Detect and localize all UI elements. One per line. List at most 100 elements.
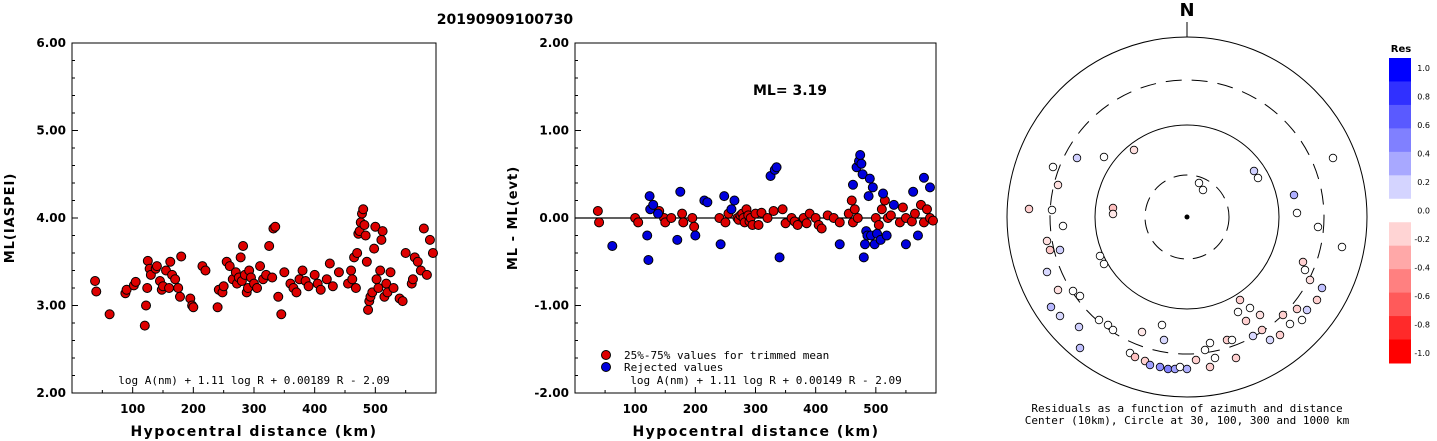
polar-station-marker <box>1145 360 1155 370</box>
legend-trimmed-label: 25%-75% values for trimmed mean <box>624 349 829 362</box>
polar-station-marker <box>1194 178 1204 188</box>
polar-station-marker <box>1068 286 1078 296</box>
left-x-tick-label: 100 <box>120 402 145 416</box>
left-data-point <box>309 269 320 280</box>
left-data-point <box>371 274 382 285</box>
left-data-point <box>427 248 438 258</box>
left-data-point <box>165 256 176 267</box>
left-y-tick-label: 3.00 <box>36 299 66 313</box>
right-y-tick-label: -2.00 <box>534 386 569 400</box>
right-data-points <box>592 150 938 265</box>
left-data-point <box>104 309 115 320</box>
colorbar-tick-label: 1.0 <box>1417 64 1430 73</box>
left-plot-frame <box>71 42 437 394</box>
polar-station-marker <box>1157 320 1167 330</box>
left-data-point <box>170 274 181 285</box>
left-data-point <box>418 223 429 234</box>
left-data-point <box>235 252 246 263</box>
polar-station-marker <box>1235 295 1245 305</box>
right-data-point <box>642 230 653 241</box>
polar-station-marker <box>1253 173 1263 183</box>
right-data-point <box>672 234 683 245</box>
polar-station-marker <box>1198 185 1208 195</box>
right-x-tick-label: 500 <box>863 402 888 416</box>
polar-station-marker <box>1265 335 1275 345</box>
right-data-point <box>834 217 845 228</box>
left-data-point <box>139 320 150 331</box>
right-data-point <box>677 208 688 219</box>
right-x-ticks: 100 200 300 400 500 <box>604 387 907 416</box>
colorbar-tick-label: 0.0 <box>1417 207 1430 216</box>
colorbar-swatch <box>1389 222 1411 247</box>
polar-station-marker <box>1328 153 1338 163</box>
colorbar-tick-label: 0.6 <box>1417 121 1430 130</box>
left-data-point <box>303 281 314 292</box>
polar-station-marker <box>1075 343 1085 353</box>
left-data-point <box>327 281 338 292</box>
left-data-point <box>376 234 387 245</box>
right-data-point <box>888 199 899 210</box>
right-data-point <box>702 197 713 208</box>
left-chart: 2.00 3.00 4.00 5.00 6.00 100 200 300 400 500 log… <box>3 36 438 440</box>
polar-station-marker <box>1292 208 1302 218</box>
colorbar-title: Res <box>1391 44 1411 55</box>
left-y-ticks: 2.00 3.00 4.00 5.00 6.00 <box>36 36 78 400</box>
left-data-point <box>276 309 287 320</box>
left-data-point <box>333 267 344 278</box>
left-data-point <box>361 256 372 267</box>
ring-300km <box>1049 79 1325 355</box>
polar-station-marker <box>1175 362 1185 372</box>
colorbar-swatch <box>1389 198 1411 223</box>
right-data-point <box>876 204 887 215</box>
colorbar-swatch <box>1389 269 1411 294</box>
left-data-point <box>270 221 281 232</box>
right-data-point <box>801 218 812 229</box>
left-data-point <box>375 265 386 276</box>
colorbar-swatch <box>1389 81 1411 106</box>
polar-station-marker <box>1200 345 1210 355</box>
left-data-point <box>369 243 380 254</box>
left-data-point <box>346 265 357 276</box>
polar-station-marker <box>1108 209 1118 219</box>
polar-station-marker <box>1099 259 1109 269</box>
left-data-point <box>218 281 229 292</box>
polar-station-marker <box>1055 245 1065 255</box>
polar-station-marker <box>1095 251 1105 261</box>
left-data-point <box>400 248 411 258</box>
colorbar-tick-label: -1.0 <box>1414 349 1430 358</box>
colorbar-swatch <box>1389 104 1411 129</box>
left-y-axis-label: ML(IASPEI) <box>3 173 18 264</box>
right-data-point <box>719 191 730 202</box>
left-y-tick-label: 6.00 <box>36 36 66 50</box>
left-data-point <box>350 283 361 293</box>
right-y-tick-label: 2.00 <box>539 36 569 50</box>
left-data-point <box>142 283 153 293</box>
right-data-point <box>846 195 857 206</box>
right-data-point <box>689 221 700 232</box>
figure-title: 20190909100730 <box>437 12 574 28</box>
left-data-point <box>359 220 370 230</box>
ml-value-label: ML= 3.19 <box>753 83 827 99</box>
polar-station-marker <box>1163 364 1173 374</box>
right-data-point <box>726 204 737 215</box>
left-data-point <box>397 296 408 307</box>
right-data-point <box>675 186 686 197</box>
left-data-point <box>255 261 266 272</box>
left-data-point <box>421 269 432 280</box>
right-data-point <box>921 204 932 215</box>
left-data-point <box>388 283 399 293</box>
left-data-point <box>363 304 374 315</box>
colorbar-swatch <box>1389 58 1411 82</box>
polar-station-marker <box>1289 190 1299 200</box>
polar-station-marker <box>1300 265 1310 275</box>
right-data-point <box>860 239 871 250</box>
left-data-point <box>324 258 335 269</box>
left-formula: log A(nm) + 1.11 log R + 0.00189 R - 2.0… <box>118 374 390 387</box>
polar-station-marker <box>1182 364 1192 374</box>
right-data-point <box>729 195 740 206</box>
left-data-point <box>141 300 152 311</box>
right-y-ticks: -2.00 -1.00 0.00 1.00 2.00 <box>534 36 581 400</box>
left-data-point <box>91 286 102 297</box>
polar-station-marker <box>1241 316 1251 326</box>
